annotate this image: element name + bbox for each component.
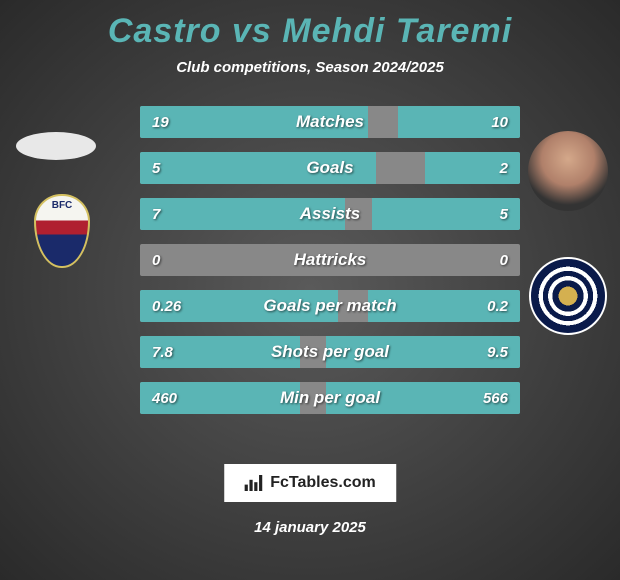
bologna-icon	[34, 194, 90, 268]
subtitle: Club competitions, Season 2024/2025	[0, 59, 620, 76]
footer-date: 14 january 2025	[0, 519, 620, 536]
stat-row: 19Matches10	[140, 106, 520, 138]
comparison-panel: 19Matches105Goals27Assists50Hattricks00.…	[0, 106, 620, 446]
page-title: Castro vs Mehdi Taremi	[0, 0, 620, 51]
stat-row: 460Min per goal566	[140, 382, 520, 414]
club-badge-right	[528, 256, 608, 336]
stat-value-right: 10	[491, 114, 508, 131]
stat-value-right: 5	[500, 206, 508, 223]
stat-value-right: 0.2	[487, 298, 508, 315]
stat-row: 5Goals2	[140, 152, 520, 184]
stat-bars: 19Matches105Goals27Assists50Hattricks00.…	[140, 106, 520, 428]
inter-icon	[529, 257, 607, 335]
stat-label: Min per goal	[140, 388, 520, 408]
stat-label: Assists	[140, 204, 520, 224]
brand-badge: FcTables.com	[224, 464, 396, 502]
stat-row: 7Assists5	[140, 198, 520, 230]
stat-row: 0Hattricks0	[140, 244, 520, 276]
stat-label: Goals	[140, 158, 520, 178]
stat-value-right: 2	[500, 160, 508, 177]
chart-icon	[244, 475, 264, 491]
stat-value-right: 0	[500, 252, 508, 269]
stat-label: Matches	[140, 112, 520, 132]
brand-text: FcTables.com	[270, 474, 376, 492]
club-badge-left	[22, 191, 102, 271]
stat-row: 7.8Shots per goal9.5	[140, 336, 520, 368]
stat-value-right: 566	[483, 390, 508, 407]
avatar-right	[528, 131, 608, 211]
stat-row: 0.26Goals per match0.2	[140, 290, 520, 322]
stat-label: Goals per match	[140, 296, 520, 316]
stat-value-right: 9.5	[487, 344, 508, 361]
stat-label: Hattricks	[140, 250, 520, 270]
avatar-left	[16, 132, 96, 160]
stat-label: Shots per goal	[140, 342, 520, 362]
